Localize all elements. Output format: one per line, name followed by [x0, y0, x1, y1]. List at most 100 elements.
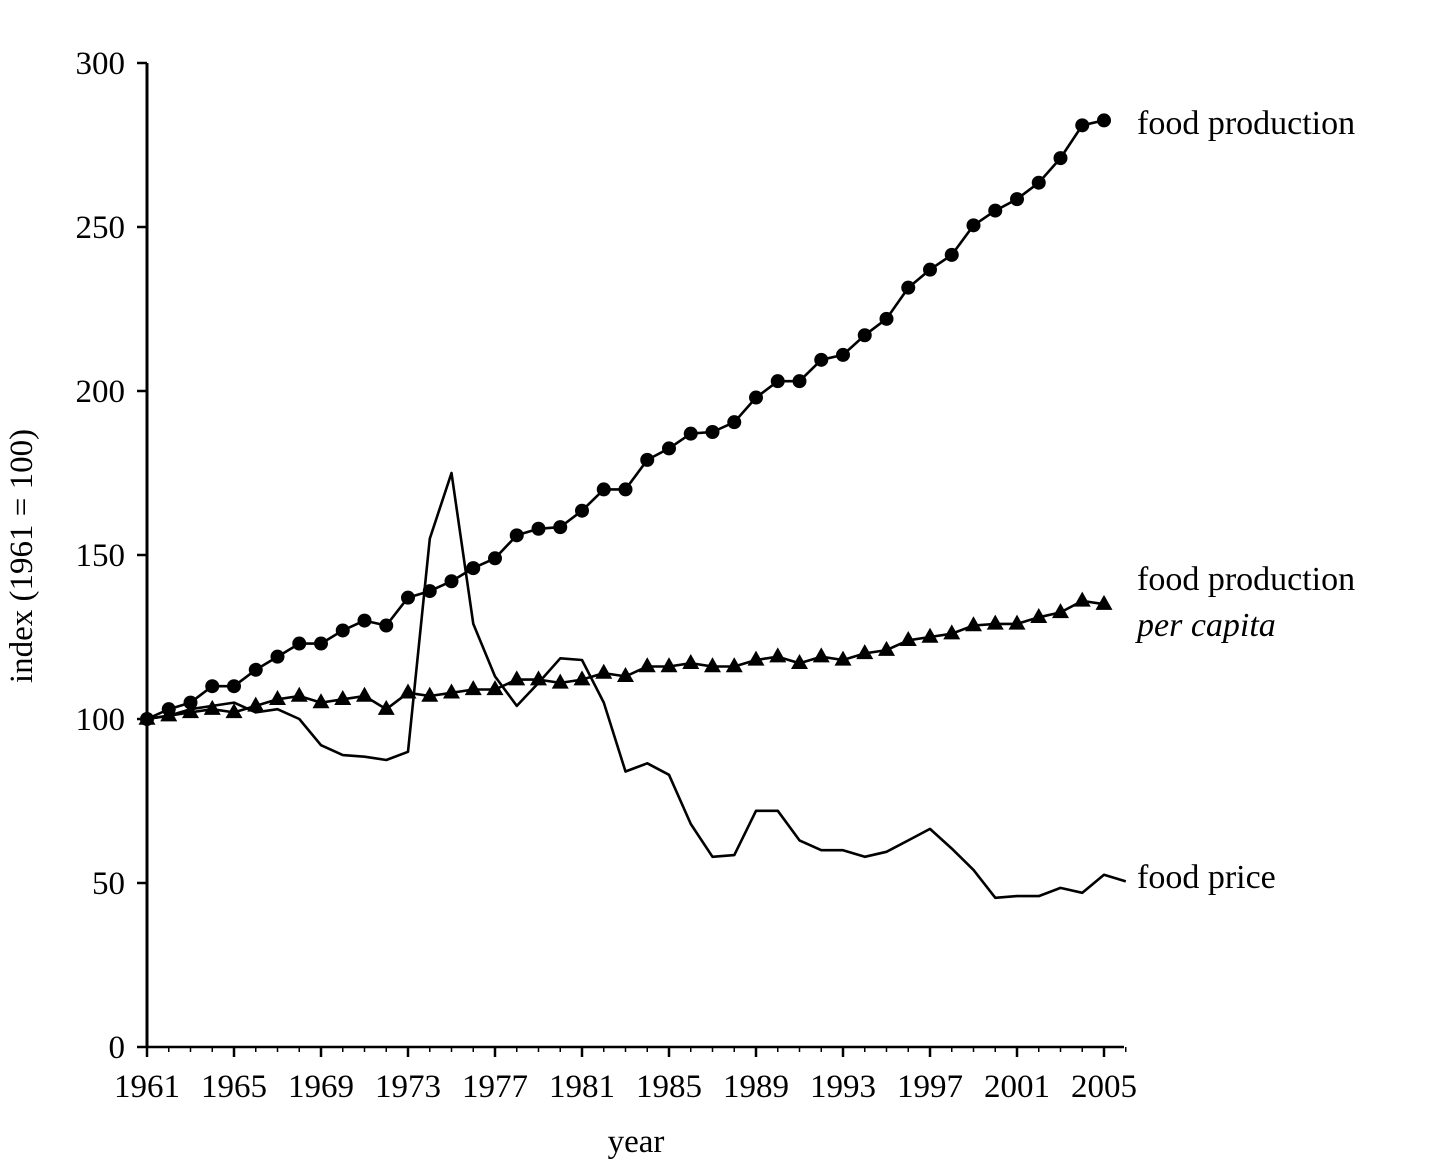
data-point-circle: [988, 203, 1003, 218]
y-tick-label: 50: [92, 866, 125, 902]
data-point-triangle: [791, 653, 808, 669]
data-point-triangle: [617, 667, 634, 683]
data-point-circle: [444, 574, 459, 589]
data-point-triangle: [160, 706, 178, 722]
x-tick-label: 1969: [288, 1069, 354, 1105]
data-point-circle: [618, 482, 633, 497]
data-point-circle: [705, 425, 720, 439]
data-point-triangle: [638, 657, 656, 673]
x-tick-label: 1997: [897, 1069, 963, 1105]
data-point-circle: [314, 636, 328, 651]
data-point-circle: [575, 503, 589, 518]
data-point-triangle: [1052, 603, 1069, 619]
data-point-circle: [379, 618, 394, 633]
data-point-circle: [1097, 113, 1111, 128]
y-tick-label: 150: [76, 538, 126, 574]
x-tick-label: 1985: [636, 1069, 702, 1105]
series-label-food-production: food production: [1137, 105, 1355, 142]
data-point-triangle: [1008, 614, 1026, 630]
data-point-circle: [640, 452, 655, 467]
data-point-triangle: [943, 624, 961, 640]
data-point-circle: [944, 247, 959, 262]
x-axis-ticks: 1961 1965 1969 1973 1977 1981 1985 1989 1993 1997…: [114, 1047, 1137, 1105]
data-point-triangle: [334, 690, 352, 706]
data-point-circle: [923, 262, 937, 277]
data-point-circle: [205, 679, 220, 694]
data-point-circle: [596, 482, 611, 497]
data-point-triangle: [269, 690, 286, 706]
data-point-triangle: [551, 673, 569, 689]
y-tick-label: 250: [76, 210, 126, 246]
data-point-triangle: [312, 693, 330, 709]
x-tick-label: 2005: [1071, 1069, 1137, 1105]
data-point-circle: [270, 649, 285, 664]
data-point-triangle: [290, 686, 308, 702]
y-tick-label: 0: [109, 1030, 126, 1066]
data-point-circle: [401, 590, 415, 605]
data-point-circle: [857, 328, 872, 343]
x-tick-label: 1977: [462, 1069, 528, 1105]
data-point-triangle: [203, 699, 221, 715]
data-point-circle: [248, 662, 263, 677]
data-point-circle: [792, 374, 807, 389]
data-point-circle: [553, 520, 568, 535]
data-point-triangle: [508, 670, 526, 686]
data-point-circle: [749, 390, 763, 405]
data-point-triangle: [834, 650, 852, 666]
y-tick-label: 300: [76, 46, 126, 82]
data-point-triangle: [986, 614, 1004, 630]
series-food-production-per-capita: [138, 591, 1113, 725]
series-food-production: [140, 113, 1111, 726]
data-point-triangle: [812, 647, 830, 663]
data-point-circle: [966, 218, 981, 233]
data-point-triangle: [595, 663, 613, 679]
data-point-circle: [1075, 118, 1090, 133]
data-point-circle: [488, 551, 502, 566]
data-point-triangle: [182, 703, 199, 719]
data-point-triangle: [225, 703, 243, 719]
data-point-triangle: [1095, 594, 1113, 610]
x-tick-label: 1989: [723, 1069, 789, 1105]
data-point-triangle: [660, 657, 678, 673]
y-axis-title: index (1961 = 100): [4, 429, 40, 683]
x-tick-label: 1965: [201, 1069, 267, 1105]
data-point-circle: [183, 695, 198, 710]
data-point-triangle: [377, 699, 395, 715]
data-point-circle: [292, 636, 307, 651]
data-point-triangle: [464, 680, 482, 696]
data-point-triangle: [443, 683, 460, 699]
x-axis-title: year: [608, 1124, 665, 1160]
data-point-triangle: [1030, 608, 1048, 624]
x-tick-label: 2001: [984, 1069, 1050, 1105]
data-point-triangle: [486, 680, 504, 696]
data-point-circle: [357, 613, 372, 628]
series-line: [146, 471, 1127, 900]
data-point-triangle: [247, 696, 265, 712]
data-point-triangle: [965, 616, 982, 632]
data-point-triangle: [878, 640, 895, 656]
data-point-triangle: [899, 630, 917, 646]
data-point-triangle: [856, 644, 874, 660]
data-point-circle: [1010, 192, 1024, 207]
data-point-triangle: [769, 647, 787, 663]
data-point-circle: [879, 311, 894, 326]
y-axis-ticks: 0 50 100 150 200 250 300: [76, 46, 147, 1066]
data-point-triangle: [399, 683, 417, 699]
data-point-triangle: [573, 670, 591, 686]
data-point-circle: [901, 280, 916, 295]
data-point-triangle: [1073, 591, 1091, 607]
data-point-triangle: [682, 653, 700, 669]
series-layer: [138, 113, 1127, 900]
data-point-circle: [335, 623, 350, 638]
y-tick-label: 100: [76, 702, 126, 738]
x-tick-label: 1961: [114, 1069, 180, 1105]
x-tick-label: 1993: [810, 1069, 876, 1105]
data-point-triangle: [356, 686, 373, 702]
series-food-price: [146, 471, 1127, 900]
data-point-circle: [227, 679, 241, 694]
data-point-circle: [662, 441, 676, 456]
series-label-food-price: food price: [1137, 859, 1276, 896]
data-point-triangle: [747, 650, 765, 666]
